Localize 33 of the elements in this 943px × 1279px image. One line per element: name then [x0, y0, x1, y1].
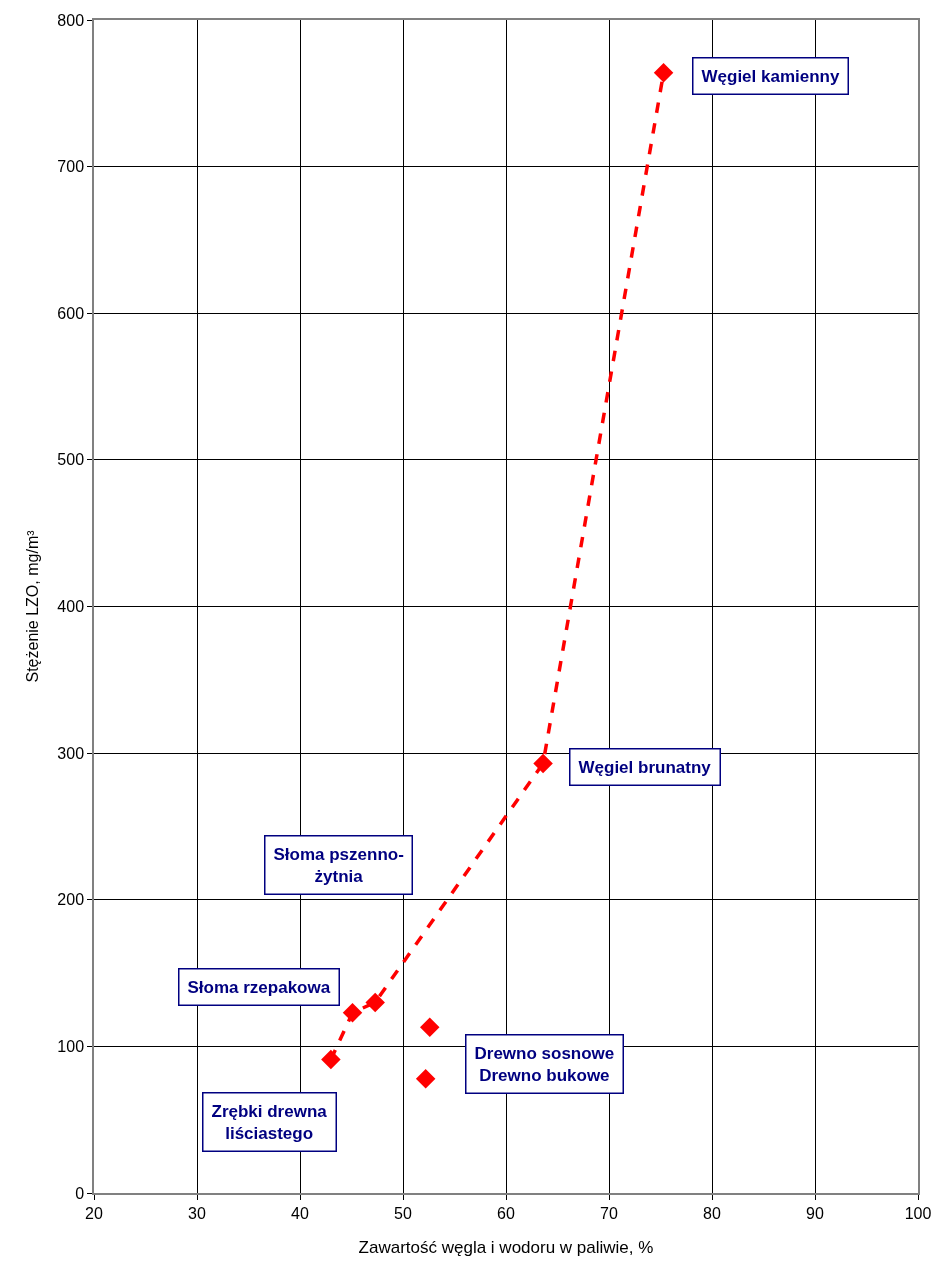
point [420, 1017, 440, 1038]
x-tick-label: 60 [497, 1204, 515, 1222]
point [653, 63, 674, 83]
y-tick-label: 500 [57, 451, 85, 469]
point [321, 1049, 341, 1070]
annotation: Węgiel brunatny [578, 757, 712, 777]
annotation: Drewno sosnowe Drewno bukowe [474, 1043, 615, 1085]
y-tick-label: 600 [57, 304, 85, 322]
x-tick-label: 90 [806, 1204, 824, 1222]
point [342, 1002, 363, 1023]
point [365, 992, 385, 1013]
y-tick-label: 700 [57, 158, 85, 176]
y-tick-label: 0 [75, 1184, 85, 1202]
x-axis-title: Zawartość węgla i wodoru w paliwie, % [358, 1237, 654, 1257]
x-tick-label: 30 [188, 1204, 206, 1222]
y-tick-label: 400 [57, 598, 85, 616]
y-tick-label: 800 [57, 11, 85, 29]
point [415, 1068, 436, 1089]
x-tick-label: 40 [291, 1204, 309, 1222]
annotation: Zrębki drewna liściastego [211, 1101, 328, 1143]
annotation: Węgiel kamienny [701, 66, 840, 86]
x-tick-label: 50 [394, 1204, 412, 1222]
point [533, 753, 553, 774]
y-axis-title: Stężenie LZO, mg/m³ [23, 529, 41, 683]
y-tick-label: 300 [57, 744, 85, 762]
annotation: Słoma pszenno- żytnia [273, 844, 404, 886]
x-tick-label: 20 [85, 1204, 103, 1222]
annotation: Słoma rzepakowa [187, 977, 331, 997]
y-tick-label: 100 [57, 1037, 85, 1055]
x-tick-label: 70 [600, 1204, 618, 1222]
x-tick-label: 100 [904, 1204, 932, 1222]
y-tick-label: 200 [57, 891, 85, 909]
x-tick-label: 80 [703, 1204, 721, 1222]
